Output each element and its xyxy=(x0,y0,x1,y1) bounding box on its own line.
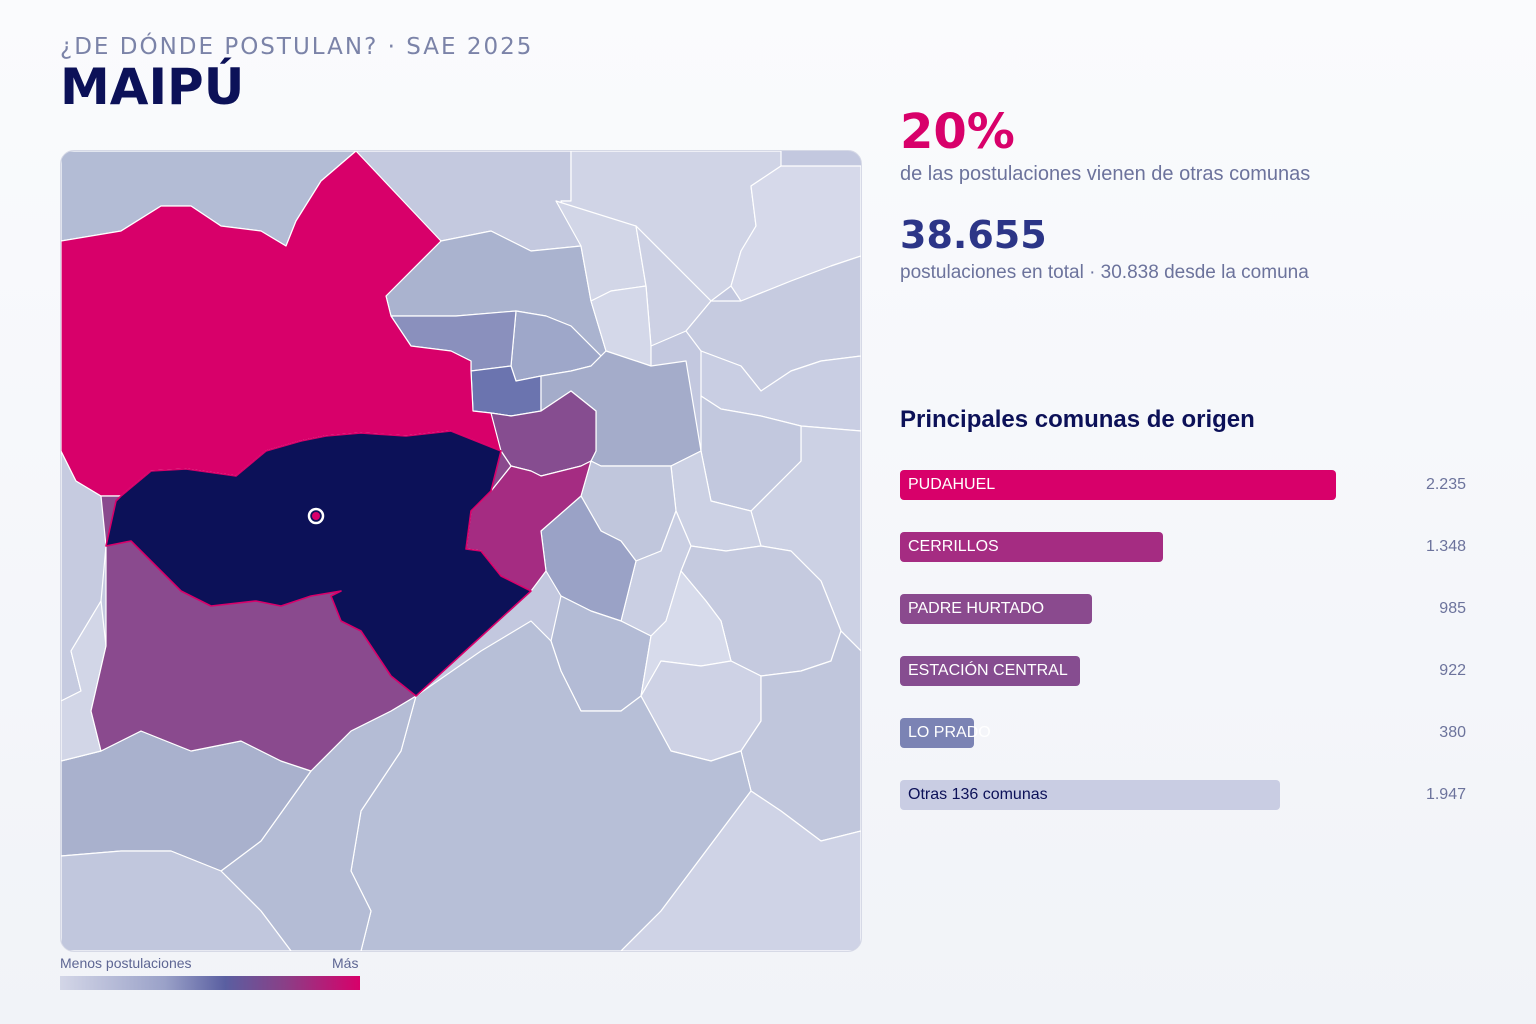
ranking-value: 1.947 xyxy=(1425,786,1466,803)
ranking-row[interactable]: PUDAHUEL 2.235 xyxy=(900,470,1466,500)
ranking-label: CERRILLOS xyxy=(908,538,999,555)
total-applications: 38.655 xyxy=(900,213,1047,257)
ranking-value: 985 xyxy=(1439,600,1466,617)
region-east-south[interactable] xyxy=(620,790,861,951)
ranking-label: LO PRADO xyxy=(908,724,991,741)
share-percentage: 20% xyxy=(900,104,1015,160)
ranking-row[interactable]: ESTACIÓN CENTRAL 922 xyxy=(900,656,1466,686)
ranking-row[interactable]: PADRE HURTADO 985 xyxy=(900,594,1466,624)
page-supertitle: ¿DE DÓNDE POSTULAN? · SAE 2025 xyxy=(60,34,534,60)
share-description: de las postulaciones vienen de otras com… xyxy=(900,163,1311,185)
map-marker-dot xyxy=(312,512,320,520)
ranking-bar xyxy=(900,532,1163,562)
ranking-row[interactable]: Otras 136 comunas 1.947 xyxy=(900,780,1466,810)
legend-max-label: Más xyxy=(332,955,359,971)
region-maipu[interactable] xyxy=(105,430,532,697)
total-description: postulaciones en total · 30.838 desde la… xyxy=(900,262,1309,283)
ranking-title: Principales comunas de origen xyxy=(900,406,1255,433)
region-pedro-aguirre[interactable] xyxy=(540,495,637,622)
ranking-label: PUDAHUEL xyxy=(908,476,996,493)
ranking-value: 380 xyxy=(1439,724,1466,741)
ranking-bar xyxy=(900,470,1336,500)
ranking-bar xyxy=(900,718,974,748)
ranking-label: PADRE HURTADO xyxy=(908,600,1045,617)
ranking-bar xyxy=(900,594,1092,624)
ranking-row[interactable]: CERRILLOS 1.348 xyxy=(900,532,1466,562)
ranking-bar xyxy=(900,780,1280,810)
ranking-value: 1.348 xyxy=(1425,538,1466,555)
legend-min-label: Menos postulaciones xyxy=(60,955,192,971)
region-far-sw[interactable] xyxy=(61,850,292,951)
ranking-label: Otras 136 comunas xyxy=(908,786,1048,803)
ranking-row[interactable]: LO PRADO 380 xyxy=(900,718,1466,748)
ranking-bar xyxy=(900,656,1080,686)
page-title: MAIPÚ xyxy=(60,58,245,116)
ranking-bar-list: PUDAHUEL 2.235 CERRILLOS 1.348 PADRE HUR… xyxy=(900,470,1466,842)
map-svg xyxy=(61,151,861,951)
ranking-label: ESTACIÓN CENTRAL xyxy=(908,662,1068,679)
legend-gradient-bar xyxy=(60,976,360,990)
ranking-value: 2.235 xyxy=(1425,476,1466,493)
choropleth-map[interactable] xyxy=(60,150,862,952)
ranking-value: 922 xyxy=(1439,662,1466,679)
